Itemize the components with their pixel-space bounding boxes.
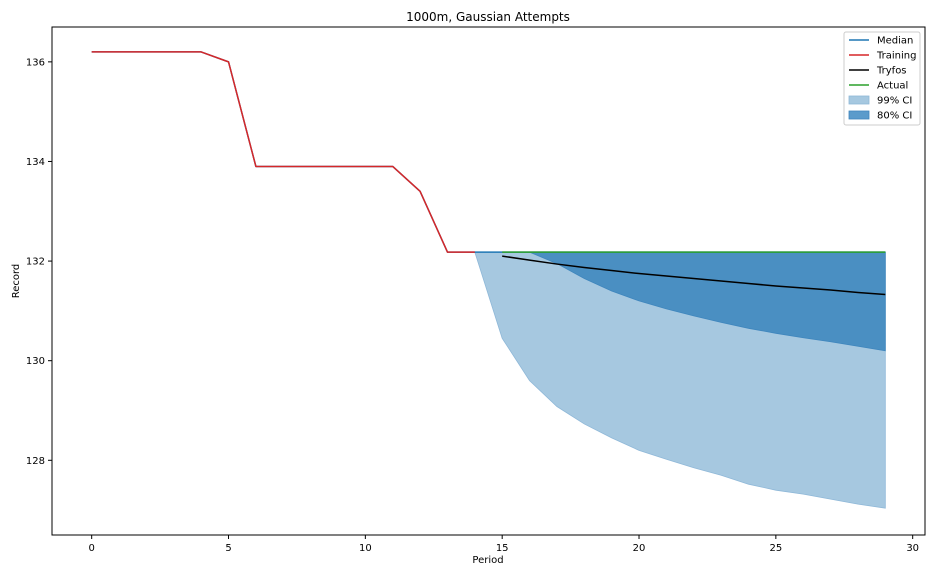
y-tick-label: 136 bbox=[26, 57, 45, 68]
x-tick-label: 20 bbox=[633, 543, 646, 554]
tryfos-line bbox=[502, 255, 886, 296]
series-lines bbox=[91, 51, 886, 296]
legend-label: Median bbox=[877, 36, 913, 47]
legend-label: 99% CI bbox=[877, 96, 912, 107]
median-line bbox=[91, 51, 886, 253]
x-axis-ticks: 0 5 10 15 20 25 30 bbox=[88, 535, 919, 554]
x-tick-label: 10 bbox=[359, 543, 372, 554]
y-axis-ticks: 128 130 132 134 136 bbox=[26, 57, 52, 467]
confidence-bands bbox=[474, 251, 886, 509]
legend-swatch bbox=[848, 95, 870, 105]
x-tick-label: 0 bbox=[88, 543, 94, 554]
x-tick-label: 30 bbox=[906, 543, 919, 554]
y-axis-label: Record bbox=[11, 264, 22, 299]
legend-label: Training bbox=[876, 51, 916, 62]
legend-swatch bbox=[848, 110, 870, 120]
x-axis-label: Period bbox=[472, 555, 503, 566]
legend-label: 80% CI bbox=[877, 111, 912, 122]
chart-title: 1000m, Gaussian Attempts bbox=[406, 10, 570, 24]
legend-items: Median Training Tryfos Actual 99% CI 80% CI bbox=[848, 36, 916, 122]
y-tick-label: 132 bbox=[26, 257, 45, 268]
training-line bbox=[91, 51, 475, 253]
y-tick-label: 134 bbox=[26, 157, 45, 168]
y-tick-label: 128 bbox=[26, 456, 45, 467]
x-tick-label: 5 bbox=[225, 543, 231, 554]
legend: Median Training Tryfos Actual 99% CI 80% CI bbox=[843, 31, 921, 126]
plot-area-frame bbox=[51, 26, 926, 536]
legend-label: Actual bbox=[877, 81, 908, 92]
x-tick-label: 25 bbox=[769, 543, 782, 554]
legend-label: Tryfos bbox=[876, 66, 907, 77]
y-tick-label: 130 bbox=[26, 356, 45, 367]
x-tick-label: 15 bbox=[496, 543, 509, 554]
